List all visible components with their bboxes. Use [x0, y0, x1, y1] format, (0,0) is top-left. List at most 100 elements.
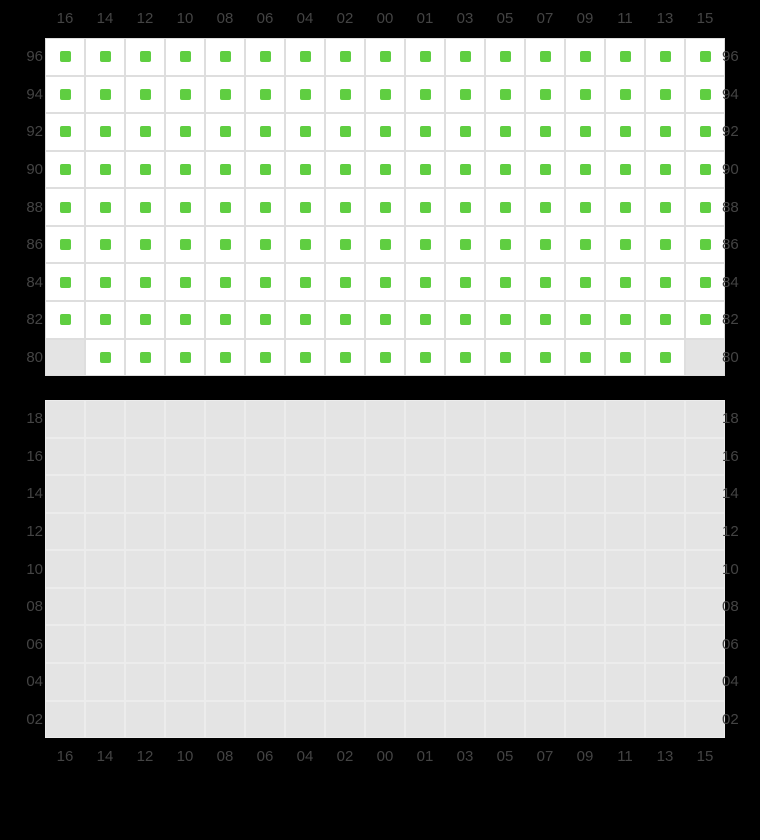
slot-empty[interactable]: [285, 701, 325, 739]
slot-occupied[interactable]: [525, 301, 565, 339]
slot-empty[interactable]: [565, 550, 605, 588]
slot-empty[interactable]: [525, 475, 565, 513]
slot-occupied[interactable]: [485, 113, 525, 151]
slot-occupied[interactable]: [245, 151, 285, 189]
slot-empty[interactable]: [685, 513, 725, 551]
slot-empty[interactable]: [525, 400, 565, 438]
slot-occupied[interactable]: [85, 151, 125, 189]
slot-occupied[interactable]: [525, 76, 565, 114]
slot-empty[interactable]: [245, 663, 285, 701]
slot-empty[interactable]: [645, 400, 685, 438]
slot-empty[interactable]: [45, 663, 85, 701]
slot-empty[interactable]: [685, 588, 725, 626]
slot-occupied[interactable]: [645, 76, 685, 114]
slot-occupied[interactable]: [45, 113, 85, 151]
slot-occupied[interactable]: [245, 188, 285, 226]
slot-occupied[interactable]: [485, 38, 525, 76]
slot-empty[interactable]: [125, 588, 165, 626]
slot-empty[interactable]: [125, 550, 165, 588]
slot-occupied[interactable]: [205, 263, 245, 301]
slot-empty[interactable]: [405, 701, 445, 739]
slot-empty[interactable]: [405, 475, 445, 513]
slot-occupied[interactable]: [445, 301, 485, 339]
slot-empty[interactable]: [85, 475, 125, 513]
slot-occupied[interactable]: [645, 339, 685, 377]
slot-empty[interactable]: [165, 701, 205, 739]
slot-occupied[interactable]: [245, 263, 285, 301]
slot-empty[interactable]: [285, 550, 325, 588]
slot-empty[interactable]: [205, 475, 245, 513]
slot-occupied[interactable]: [605, 151, 645, 189]
slot-occupied[interactable]: [165, 301, 205, 339]
slot-empty[interactable]: [45, 438, 85, 476]
slot-occupied[interactable]: [45, 188, 85, 226]
slot-empty[interactable]: [685, 475, 725, 513]
slot-occupied[interactable]: [165, 226, 205, 264]
slot-empty[interactable]: [85, 588, 125, 626]
slot-empty[interactable]: [85, 663, 125, 701]
slot-empty[interactable]: [525, 438, 565, 476]
slot-empty[interactable]: [325, 438, 365, 476]
slot-occupied[interactable]: [325, 263, 365, 301]
slot-occupied[interactable]: [445, 38, 485, 76]
slot-occupied[interactable]: [405, 113, 445, 151]
slot-occupied[interactable]: [325, 76, 365, 114]
slot-empty[interactable]: [485, 513, 525, 551]
slot-occupied[interactable]: [565, 38, 605, 76]
slot-occupied[interactable]: [645, 38, 685, 76]
slot-empty[interactable]: [605, 550, 645, 588]
slot-occupied[interactable]: [125, 263, 165, 301]
slot-empty[interactable]: [525, 588, 565, 626]
slot-empty[interactable]: [365, 701, 405, 739]
slot-occupied[interactable]: [45, 38, 85, 76]
slot-occupied[interactable]: [405, 151, 445, 189]
slot-empty[interactable]: [45, 701, 85, 739]
slot-empty[interactable]: [565, 475, 605, 513]
slot-occupied[interactable]: [205, 339, 245, 377]
slot-empty[interactable]: [685, 550, 725, 588]
slot-empty[interactable]: [445, 513, 485, 551]
slot-empty[interactable]: [445, 625, 485, 663]
slot-empty[interactable]: [645, 663, 685, 701]
slot-empty[interactable]: [205, 513, 245, 551]
slot-occupied[interactable]: [365, 339, 405, 377]
slot-occupied[interactable]: [565, 151, 605, 189]
slot-occupied[interactable]: [485, 76, 525, 114]
slot-occupied[interactable]: [645, 188, 685, 226]
slot-empty[interactable]: [325, 625, 365, 663]
slot-occupied[interactable]: [245, 38, 285, 76]
slot-empty[interactable]: [125, 701, 165, 739]
slot-empty[interactable]: [85, 438, 125, 476]
slot-empty[interactable]: [245, 513, 285, 551]
slot-occupied[interactable]: [525, 263, 565, 301]
slot-empty[interactable]: [365, 475, 405, 513]
slot-occupied[interactable]: [445, 263, 485, 301]
slot-empty[interactable]: [245, 588, 285, 626]
slot-empty[interactable]: [565, 513, 605, 551]
slot-empty[interactable]: [365, 550, 405, 588]
slot-occupied[interactable]: [605, 301, 645, 339]
slot-occupied[interactable]: [485, 263, 525, 301]
slot-occupied[interactable]: [325, 188, 365, 226]
slot-empty[interactable]: [605, 400, 645, 438]
slot-occupied[interactable]: [525, 226, 565, 264]
slot-empty[interactable]: [45, 400, 85, 438]
slot-occupied[interactable]: [485, 188, 525, 226]
slot-occupied[interactable]: [365, 226, 405, 264]
slot-empty[interactable]: [285, 475, 325, 513]
slot-occupied[interactable]: [605, 113, 645, 151]
slot-occupied[interactable]: [45, 226, 85, 264]
slot-occupied[interactable]: [605, 76, 645, 114]
slot-empty[interactable]: [205, 588, 245, 626]
slot-occupied[interactable]: [685, 301, 725, 339]
slot-occupied[interactable]: [85, 301, 125, 339]
slot-empty[interactable]: [85, 625, 125, 663]
slot-empty[interactable]: [205, 550, 245, 588]
slot-occupied[interactable]: [405, 263, 445, 301]
slot-empty[interactable]: [645, 513, 685, 551]
slot-empty[interactable]: [485, 625, 525, 663]
slot-occupied[interactable]: [285, 113, 325, 151]
slot-empty[interactable]: [165, 438, 205, 476]
slot-occupied[interactable]: [365, 188, 405, 226]
slot-occupied[interactable]: [485, 151, 525, 189]
